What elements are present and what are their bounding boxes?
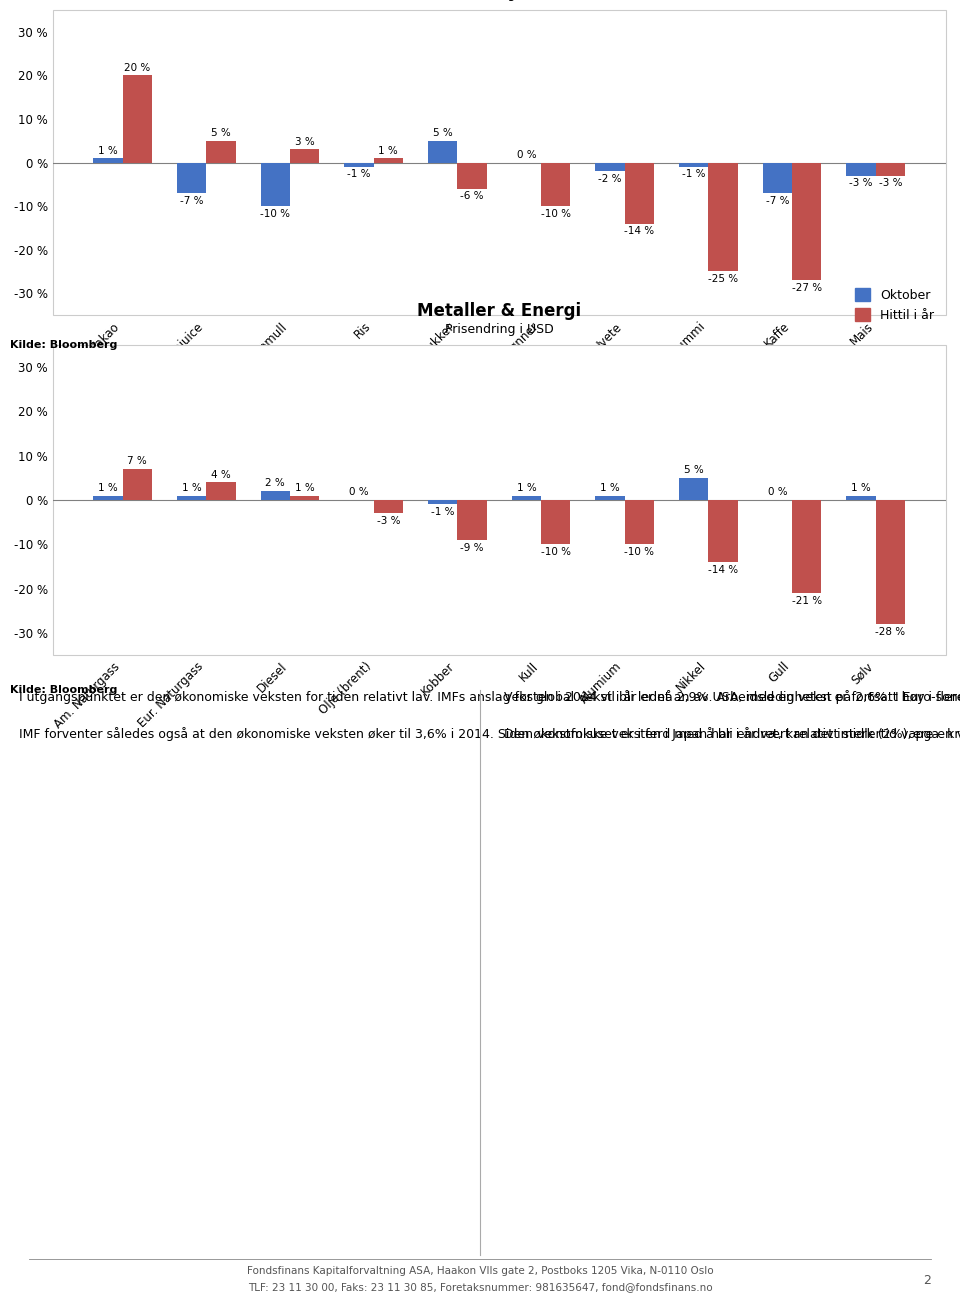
Text: -27 %: -27 % bbox=[792, 283, 822, 293]
Text: 0 %: 0 % bbox=[768, 488, 787, 497]
Bar bbox=[792, 163, 822, 280]
Text: -1 %: -1 % bbox=[682, 170, 706, 180]
Text: -7 %: -7 % bbox=[180, 196, 204, 206]
Bar bbox=[373, 158, 403, 163]
Bar bbox=[428, 141, 457, 163]
Text: -3 %: -3 % bbox=[850, 179, 873, 188]
Text: -10 %: -10 % bbox=[624, 546, 655, 557]
Bar bbox=[261, 163, 290, 206]
Text: 2: 2 bbox=[924, 1274, 931, 1287]
Text: Kilde: Bloomberg: Kilde: Bloomberg bbox=[10, 685, 117, 695]
Text: I utgangspunktet er den økonomiske veksten for tiden relativt lav. IMFs anslag f: I utgangspunktet er den økonomiske vekst… bbox=[19, 690, 960, 742]
Text: 1 %: 1 % bbox=[295, 482, 315, 493]
Bar bbox=[876, 499, 905, 625]
Text: 0 %: 0 % bbox=[516, 150, 537, 160]
Bar bbox=[625, 499, 654, 544]
Bar bbox=[847, 163, 876, 176]
Text: -3 %: -3 % bbox=[878, 179, 902, 188]
Text: -1 %: -1 % bbox=[348, 170, 371, 180]
Text: -1 %: -1 % bbox=[431, 507, 454, 518]
Bar bbox=[177, 163, 206, 193]
Bar bbox=[708, 163, 737, 271]
Bar bbox=[457, 163, 487, 189]
Text: Metaller & Energi: Metaller & Energi bbox=[418, 303, 581, 321]
Bar bbox=[123, 76, 152, 163]
Bar bbox=[876, 163, 905, 176]
Text: -7 %: -7 % bbox=[766, 196, 789, 206]
Bar bbox=[541, 163, 570, 206]
Bar bbox=[541, 499, 570, 544]
Bar bbox=[177, 496, 206, 499]
Text: -6 %: -6 % bbox=[460, 192, 484, 201]
Text: -14 %: -14 % bbox=[624, 226, 655, 236]
Bar bbox=[763, 163, 792, 193]
Bar bbox=[345, 163, 373, 167]
Bar bbox=[847, 496, 876, 499]
Bar bbox=[290, 496, 320, 499]
Bar bbox=[595, 496, 625, 499]
Text: 7 %: 7 % bbox=[128, 456, 147, 467]
Text: TLF: 23 11 30 00, Faks: 23 11 30 85, Foretaksnummer: 981635647, fond@fondsfinans: TLF: 23 11 30 00, Faks: 23 11 30 85, For… bbox=[248, 1283, 712, 1292]
Text: 5 %: 5 % bbox=[433, 128, 452, 138]
Legend: Oktober, Hittil i år: Oktober, Hittil i år bbox=[851, 283, 939, 326]
Text: 20 %: 20 % bbox=[124, 63, 151, 73]
Bar bbox=[457, 499, 487, 540]
Bar bbox=[428, 499, 457, 505]
Text: 2 %: 2 % bbox=[266, 479, 285, 489]
Bar bbox=[93, 158, 123, 163]
Bar bbox=[206, 141, 235, 163]
Text: 5 %: 5 % bbox=[211, 128, 230, 138]
Bar bbox=[792, 499, 822, 593]
Text: -9 %: -9 % bbox=[460, 542, 484, 553]
Bar bbox=[206, 482, 235, 499]
Bar bbox=[373, 499, 403, 514]
Text: Kilde: Bloomberg: Kilde: Bloomberg bbox=[10, 340, 117, 349]
Bar bbox=[679, 163, 708, 167]
Bar bbox=[512, 496, 541, 499]
Text: 5 %: 5 % bbox=[684, 466, 704, 475]
Text: 1 %: 1 % bbox=[516, 482, 537, 493]
Text: Veksten i 2014 vil bli ledet an av USA, med en vekst på 2,6%. I Euro-sonen forve: Veksten i 2014 vil bli ledet an av USA, … bbox=[504, 690, 960, 742]
Bar bbox=[679, 477, 708, 499]
Text: -10 %: -10 % bbox=[260, 209, 290, 219]
Text: 1 %: 1 % bbox=[181, 482, 202, 493]
Text: -10 %: -10 % bbox=[540, 546, 570, 557]
Bar bbox=[595, 163, 625, 171]
Bar bbox=[625, 163, 654, 223]
Text: -25 %: -25 % bbox=[708, 274, 738, 284]
Text: -3 %: -3 % bbox=[376, 516, 400, 526]
Text: 1 %: 1 % bbox=[98, 482, 118, 493]
Text: -28 %: -28 % bbox=[876, 627, 905, 636]
Bar bbox=[290, 150, 320, 163]
Text: 1 %: 1 % bbox=[852, 482, 871, 493]
Text: 4 %: 4 % bbox=[211, 469, 230, 480]
Text: 1 %: 1 % bbox=[600, 482, 620, 493]
Text: -10 %: -10 % bbox=[540, 209, 570, 219]
Text: -21 %: -21 % bbox=[792, 596, 822, 605]
Text: 3 %: 3 % bbox=[295, 137, 315, 147]
Bar bbox=[708, 499, 737, 562]
Text: Fondsfinans Kapitalforvaltning ASA, Haakon VIIs gate 2, Postboks 1205 Vika, N-01: Fondsfinans Kapitalforvaltning ASA, Haak… bbox=[247, 1266, 713, 1275]
Text: 1 %: 1 % bbox=[378, 146, 398, 155]
Text: 1 %: 1 % bbox=[98, 146, 118, 155]
Text: 0 %: 0 % bbox=[349, 488, 369, 497]
Text: -14 %: -14 % bbox=[708, 565, 738, 575]
Bar bbox=[93, 496, 123, 499]
Bar bbox=[261, 492, 290, 499]
Bar bbox=[123, 469, 152, 499]
Text: -2 %: -2 % bbox=[598, 173, 622, 184]
Text: Prisendring i USD: Prisendring i USD bbox=[444, 322, 554, 335]
